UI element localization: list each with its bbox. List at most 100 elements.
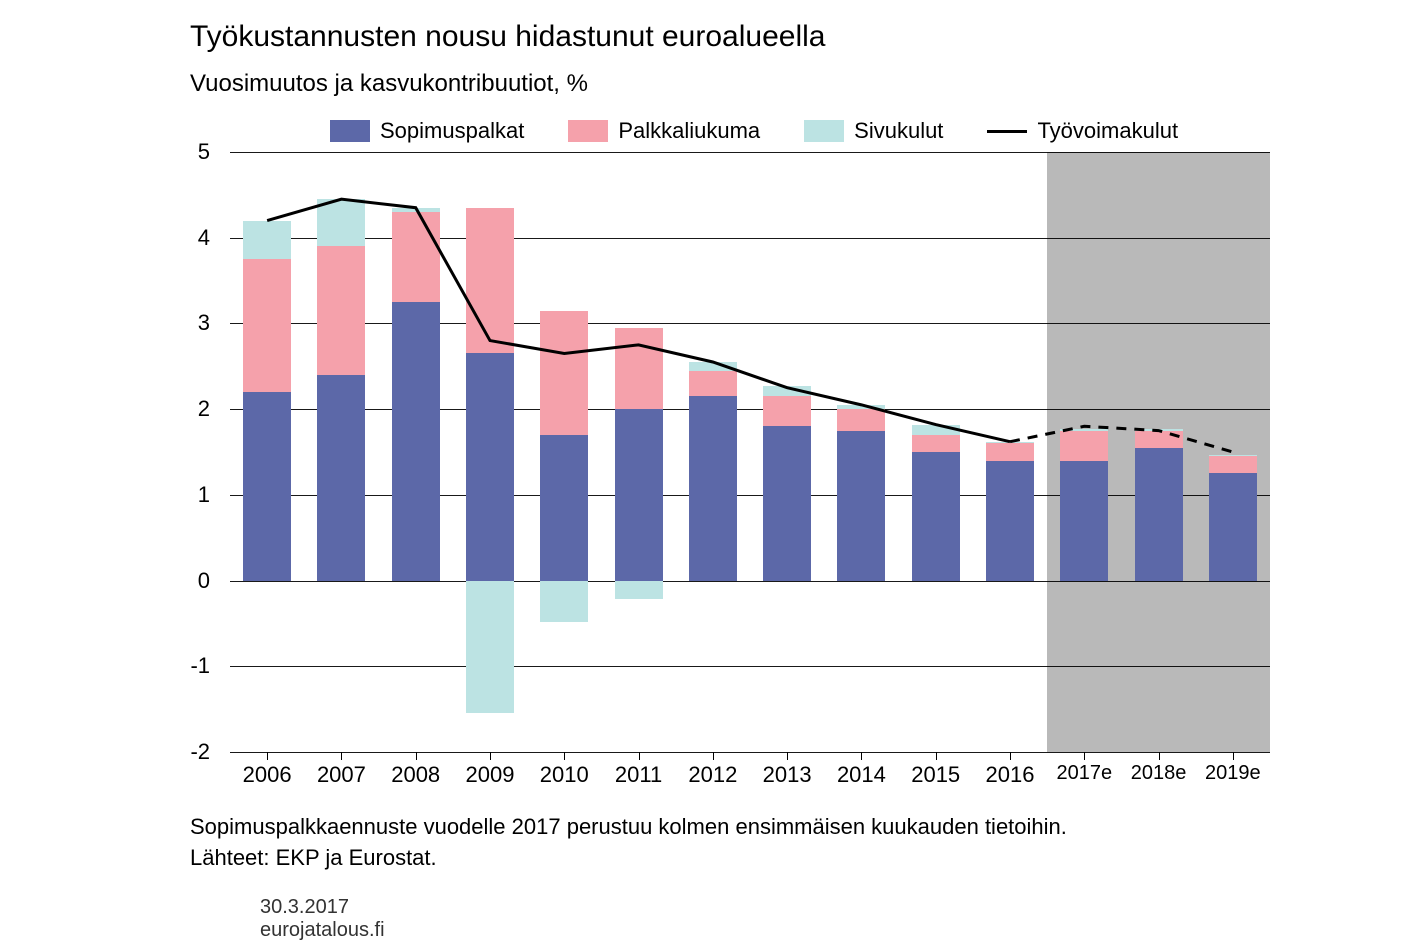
bar-seg xyxy=(540,581,588,622)
y-tick-label: 1 xyxy=(170,482,210,508)
bar-seg xyxy=(540,435,588,581)
x-tick-label: 2009 xyxy=(466,762,515,788)
legend-label-tyovoimakulut: Työvoimakulut xyxy=(1037,118,1178,144)
x-tick xyxy=(1084,752,1085,760)
bar-seg xyxy=(689,362,737,371)
bar-seg xyxy=(317,375,365,581)
x-tick-label: 2007 xyxy=(317,762,366,788)
y-tick-label: 5 xyxy=(170,139,210,165)
line-swatch-icon xyxy=(987,130,1027,133)
chart-plot-area: -2-1012345 20062007200820092010201120122… xyxy=(190,152,1270,752)
bar-seg xyxy=(986,443,1034,460)
chart-title: Työkustannusten nousu hidastunut euroalu… xyxy=(190,20,1290,54)
y-tick-label: 0 xyxy=(170,568,210,594)
x-tick-label: 2017e xyxy=(1056,762,1112,785)
bar-seg xyxy=(615,581,663,600)
x-tick-label: 2015 xyxy=(911,762,960,788)
bar-seg xyxy=(1209,473,1257,580)
x-tick xyxy=(861,752,862,760)
sources-text: Lähteet: EKP ja Eurostat. xyxy=(190,843,1290,874)
bar-seg xyxy=(615,328,663,409)
x-tick xyxy=(341,752,342,760)
bar-seg xyxy=(1060,431,1108,461)
bar-seg xyxy=(243,221,291,260)
bar-seg xyxy=(763,426,811,580)
legend-label-sopimuspalkat: Sopimuspalkat xyxy=(380,118,524,144)
x-tick xyxy=(490,752,491,760)
x-tick-label: 2014 xyxy=(837,762,886,788)
y-tick-label: 2 xyxy=(170,396,210,422)
grid-line xyxy=(230,752,1270,753)
y-tick-label: -1 xyxy=(170,653,210,679)
bar-seg xyxy=(540,311,588,435)
bar-seg xyxy=(1060,461,1108,581)
bar-seg xyxy=(1209,456,1257,473)
x-tick-label: 2018e xyxy=(1131,762,1187,785)
site-text: eurojatalous.fi xyxy=(260,919,1290,942)
bar-seg xyxy=(763,396,811,426)
bar-seg xyxy=(837,405,885,409)
bar-seg xyxy=(986,461,1034,581)
bar-seg xyxy=(1209,455,1257,457)
bar-seg xyxy=(392,208,440,212)
bar-seg xyxy=(466,581,514,714)
swatch-sopimuspalkat xyxy=(330,120,370,142)
date-text: 30.3.2017 xyxy=(260,896,1290,919)
bar-seg xyxy=(317,199,365,246)
legend-item-tyovoimakulut: Työvoimakulut xyxy=(987,118,1178,144)
x-tick xyxy=(787,752,788,760)
y-tick-label: 3 xyxy=(170,310,210,336)
x-tick-label: 2008 xyxy=(391,762,440,788)
bar-seg xyxy=(243,259,291,392)
bar-seg xyxy=(912,452,960,581)
bar-seg xyxy=(466,208,514,354)
bar-seg xyxy=(392,212,440,302)
bars-container xyxy=(230,152,1270,752)
x-tick xyxy=(639,752,640,760)
bar-seg xyxy=(763,386,811,396)
bar-seg xyxy=(1135,448,1183,581)
x-tick xyxy=(713,752,714,760)
bar-seg xyxy=(689,396,737,580)
x-tick-label: 2019e xyxy=(1205,762,1261,785)
legend-label-palkkaliukuma: Palkkaliukuma xyxy=(618,118,760,144)
bar-seg xyxy=(615,409,663,580)
y-tick-label: 4 xyxy=(170,225,210,251)
bar-seg xyxy=(912,425,960,435)
legend-item-palkkaliukuma: Palkkaliukuma xyxy=(568,118,760,144)
legend-label-sivukulut: Sivukulut xyxy=(854,118,943,144)
legend-item-sopimuspalkat: Sopimuspalkat xyxy=(330,118,524,144)
footnote: Sopimuspalkkaennuste vuodelle 2017 perus… xyxy=(190,812,1290,874)
x-tick-label: 2006 xyxy=(243,762,292,788)
x-tick xyxy=(1233,752,1234,760)
chart-subtitle: Vuosimuutos ja kasvukontribuutiot, % xyxy=(190,70,1290,98)
bar-seg xyxy=(986,442,1034,444)
x-tick-label: 2010 xyxy=(540,762,589,788)
bar-seg xyxy=(243,392,291,581)
x-tick xyxy=(1010,752,1011,760)
x-tick xyxy=(564,752,565,760)
legend: Sopimuspalkat Palkkaliukuma Sivukulut Ty… xyxy=(330,118,1290,144)
bar-seg xyxy=(912,435,960,452)
x-tick-label: 2016 xyxy=(986,762,1035,788)
bar-seg xyxy=(689,371,737,397)
x-tick xyxy=(267,752,268,760)
x-tick xyxy=(416,752,417,760)
bar-seg xyxy=(1135,431,1183,448)
y-tick-label: -2 xyxy=(170,739,210,765)
bar-seg xyxy=(1060,429,1108,431)
x-tick-label: 2012 xyxy=(688,762,737,788)
x-tick xyxy=(936,752,937,760)
bar-seg xyxy=(317,246,365,375)
footnote-text: Sopimuspalkkaennuste vuodelle 2017 perus… xyxy=(190,812,1290,843)
x-tick-label: 2011 xyxy=(615,762,662,788)
bar-seg xyxy=(837,431,885,581)
x-tick-label: 2013 xyxy=(763,762,812,788)
bar-seg xyxy=(1135,429,1183,431)
x-tick xyxy=(1159,752,1160,760)
swatch-palkkaliukuma xyxy=(568,120,608,142)
bar-seg xyxy=(466,353,514,580)
bar-seg xyxy=(392,302,440,581)
legend-item-sivukulut: Sivukulut xyxy=(804,118,943,144)
bar-seg xyxy=(837,409,885,430)
